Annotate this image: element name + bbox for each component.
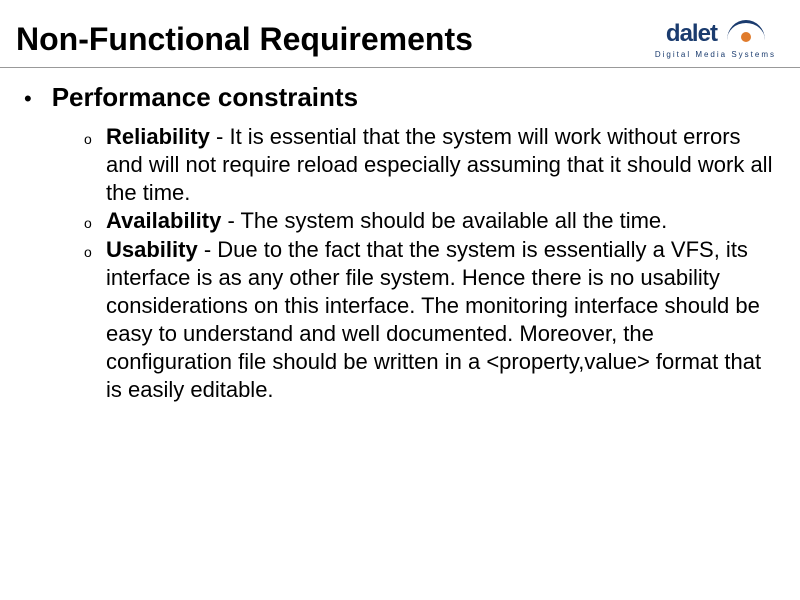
circle-marker-icon: o bbox=[84, 244, 96, 262]
sub-list: o Reliability - It is essential that the… bbox=[84, 123, 776, 405]
list-item: o Reliability - It is essential that the… bbox=[84, 123, 776, 207]
bullet-icon: • bbox=[24, 88, 32, 110]
logo-wordmark: dalet bbox=[666, 20, 717, 48]
item-desc: - The system should be available all the… bbox=[221, 208, 667, 233]
item-text: Availability - The system should be avai… bbox=[106, 207, 776, 235]
logo-tagline: Digital Media Systems bbox=[655, 50, 776, 59]
section-row: • Performance constraints bbox=[24, 82, 776, 123]
item-label: Usability bbox=[106, 237, 198, 262]
item-label: Reliability bbox=[106, 124, 210, 149]
eye-icon bbox=[727, 24, 765, 44]
item-text: Usability - Due to the fact that the sys… bbox=[106, 236, 776, 405]
list-item: o Availability - The system should be av… bbox=[84, 207, 776, 235]
list-item: o Usability - Due to the fact that the s… bbox=[84, 236, 776, 405]
brand-logo: dalet Digital Media Systems bbox=[655, 20, 776, 59]
slide-content: • Performance constraints o Reliability … bbox=[0, 68, 800, 405]
circle-marker-icon: o bbox=[84, 131, 96, 149]
slide-title: Non-Functional Requirements bbox=[16, 21, 473, 58]
logo-top-row: dalet bbox=[666, 20, 765, 48]
item-label: Availability bbox=[106, 208, 221, 233]
circle-marker-icon: o bbox=[84, 215, 96, 233]
section-heading: Performance constraints bbox=[52, 82, 358, 113]
item-desc: - Due to the fact that the system is ess… bbox=[106, 237, 761, 403]
slide-header: Non-Functional Requirements dalet Digita… bbox=[0, 0, 800, 68]
item-text: Reliability - It is essential that the s… bbox=[106, 123, 776, 207]
